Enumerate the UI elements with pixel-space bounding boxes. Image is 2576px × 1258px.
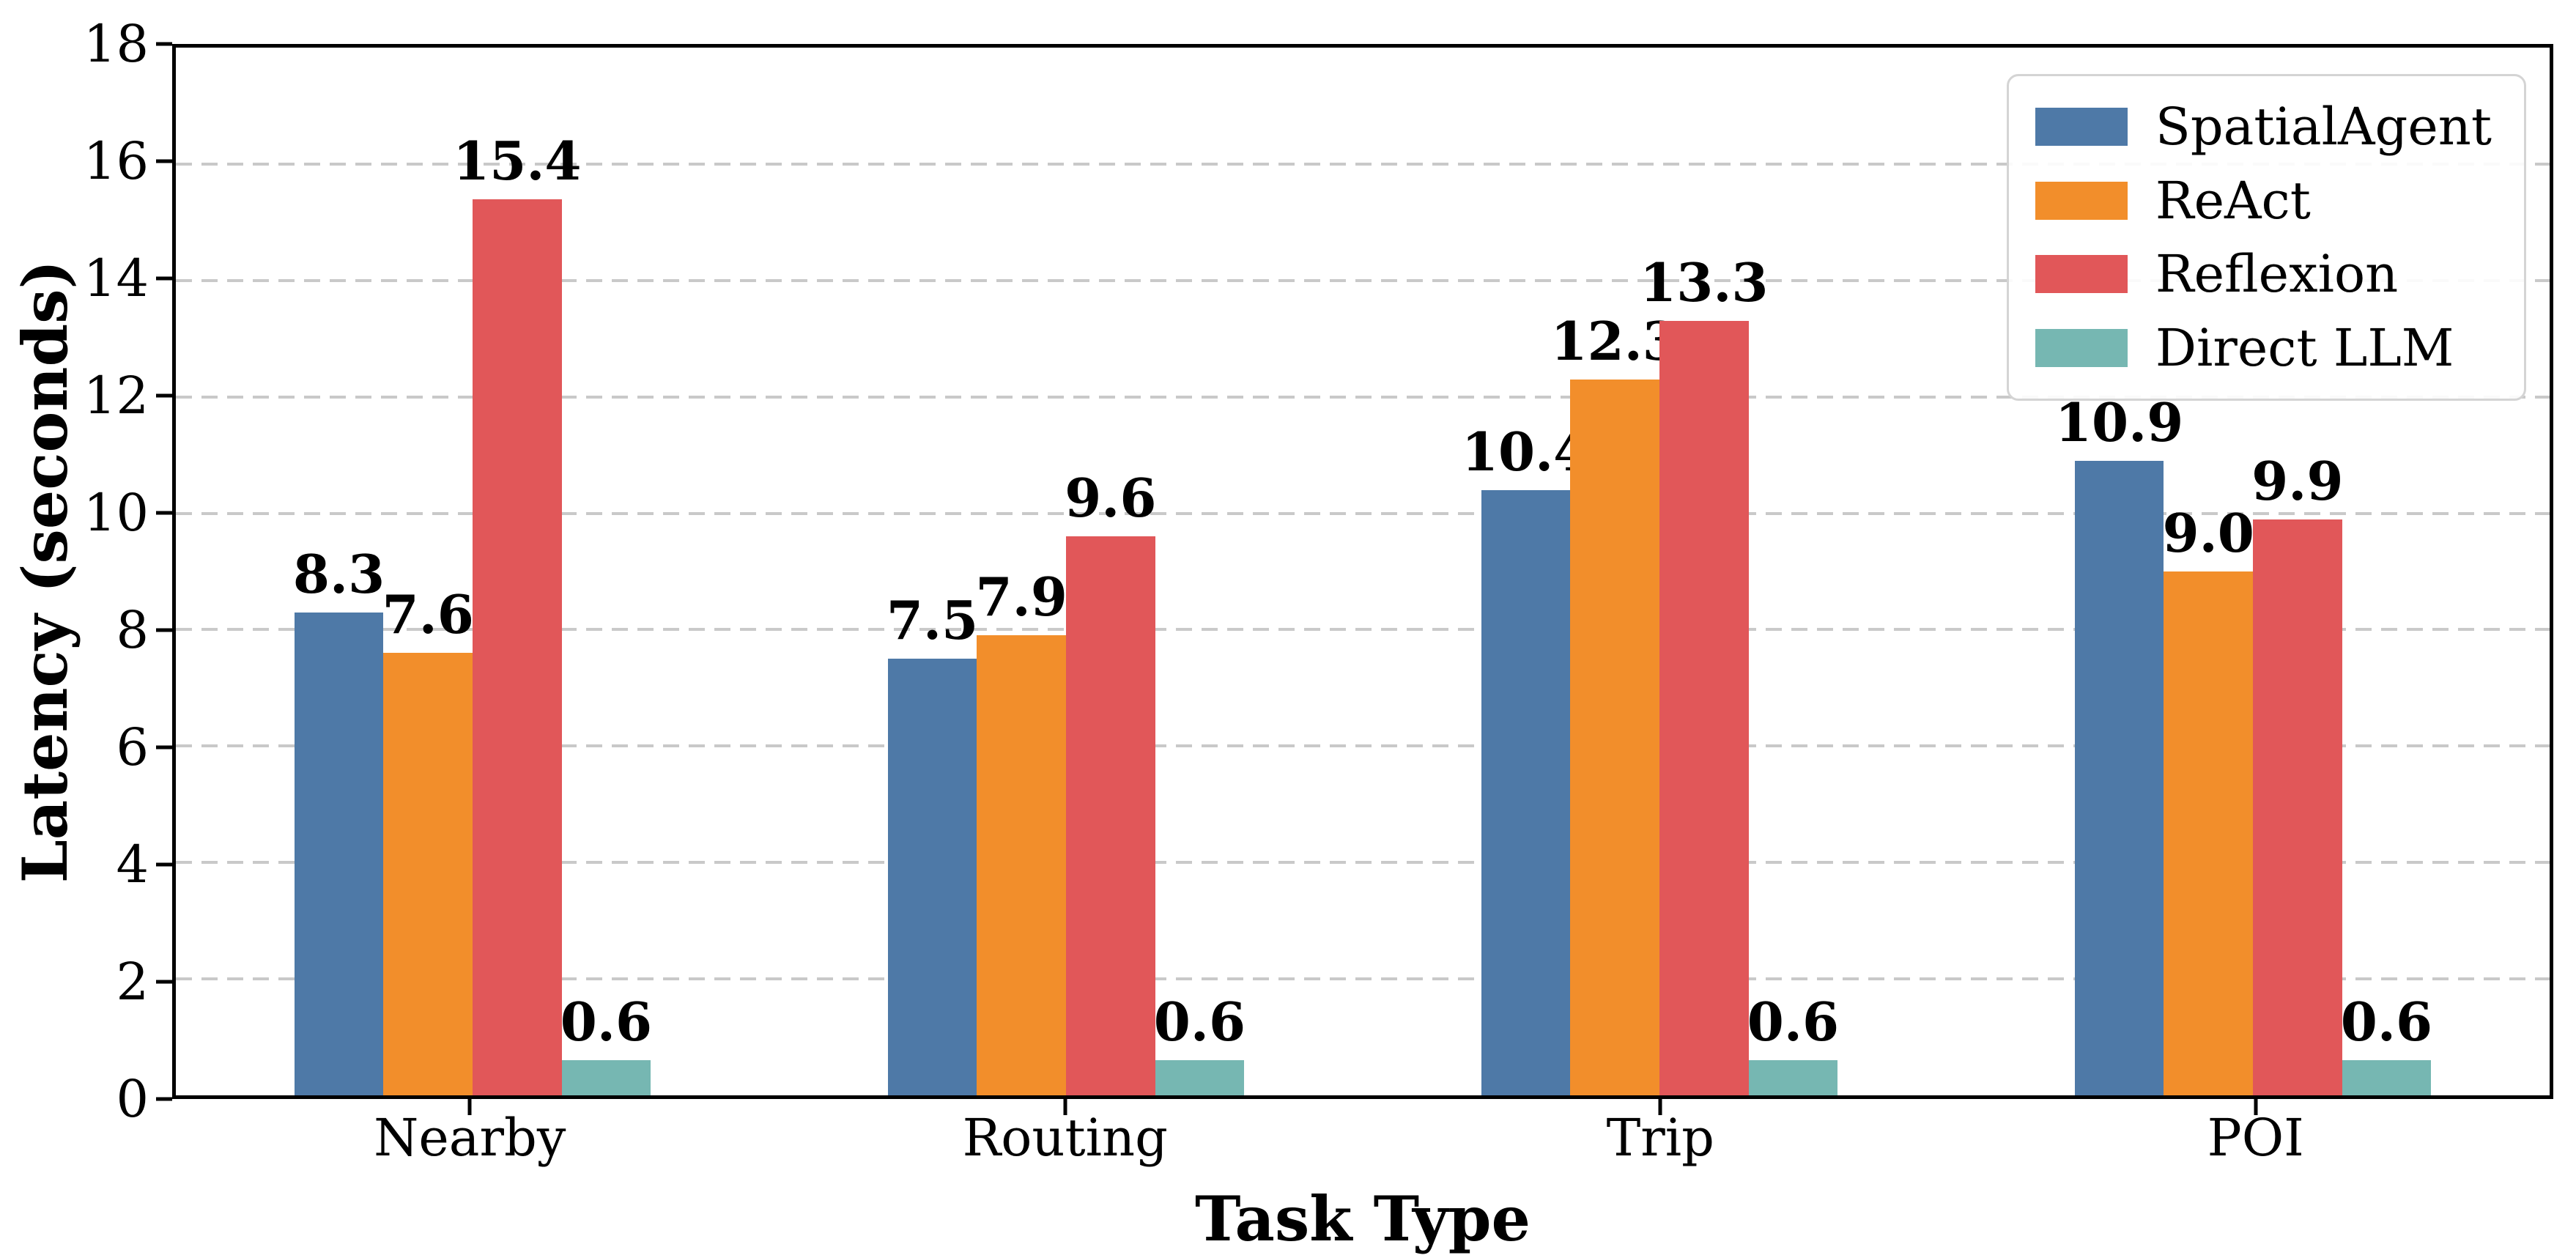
bar-value-label: 0.6: [560, 991, 653, 1054]
bar: [1570, 379, 1659, 1095]
bar: [887, 659, 977, 1095]
bar-value-label: 12.3: [1550, 309, 1679, 372]
y-tick-label: 4: [116, 835, 149, 895]
y-tick-label: 12: [83, 366, 149, 426]
bar: [294, 612, 384, 1095]
x-tick-label: Nearby: [374, 1108, 566, 1168]
bar: [473, 199, 562, 1095]
x-tick-mark: [467, 1099, 472, 1115]
y-tick-label: 14: [83, 248, 149, 308]
legend-label: ReAct: [2155, 170, 2311, 231]
bar-value-label: 7.6: [382, 583, 474, 646]
legend: SpatialAgent ReAct Reflexion Direct LLM: [2006, 74, 2526, 402]
bar-value-label: 7.9: [975, 566, 1067, 629]
bar: [1481, 489, 1571, 1095]
bar-value-label: 13.3: [1640, 251, 1769, 314]
legend-swatch: [2035, 181, 2128, 220]
bar: [383, 653, 473, 1095]
y-tick-mark: [156, 159, 172, 163]
bar-value-label: 0.6: [2340, 991, 2433, 1054]
x-tick-label: POI: [2207, 1108, 2304, 1168]
y-tick-mark: [156, 276, 172, 281]
y-tick-mark: [156, 628, 172, 632]
legend-label: Direct LLM: [2155, 317, 2454, 378]
y-tick-mark: [156, 1097, 172, 1101]
bar-value-label: 8.3: [292, 542, 385, 605]
y-tick-mark: [156, 511, 172, 515]
bar: [1066, 536, 1155, 1095]
y-tick-label: 10: [83, 483, 149, 543]
bar: [977, 635, 1066, 1095]
bar-value-label: 0.6: [1747, 991, 1840, 1054]
bar: [2164, 571, 2253, 1095]
y-tick-mark: [156, 393, 172, 398]
y-tick-label: 2: [116, 952, 149, 1012]
y-tick-mark: [156, 42, 172, 46]
bar-value-label: 10.9: [2054, 391, 2184, 454]
gridline: [176, 162, 2550, 166]
bar: [2253, 519, 2342, 1095]
y-tick-mark: [156, 980, 172, 984]
y-tick-label: 18: [83, 14, 149, 74]
x-tick-mark: [1063, 1099, 1067, 1115]
bar: [1155, 1060, 1245, 1095]
bar: [1748, 1060, 1838, 1095]
legend-label: Reflexion: [2155, 244, 2399, 305]
bar-value-label: 10.4: [1461, 420, 1591, 483]
x-tick-mark: [1658, 1099, 1662, 1115]
bar: [2342, 1060, 2432, 1095]
y-tick-mark: [156, 862, 172, 867]
bar-value-label: 9.0: [2162, 502, 2254, 564]
legend-item: Reflexion: [2035, 244, 2492, 305]
y-tick-label: 16: [83, 131, 149, 191]
bar-value-label: 15.4: [453, 129, 582, 192]
y-tick-label: 0: [116, 1069, 149, 1129]
gridline: [176, 395, 2550, 399]
gridline: [176, 628, 2550, 632]
y-axis-title: Latency (seconds): [9, 259, 81, 884]
bar-value-label: 0.6: [1153, 991, 1246, 1054]
bar-value-label: 7.5: [886, 589, 979, 652]
legend-label: SpatialAgent: [2155, 97, 2492, 157]
x-tick-mark: [2254, 1099, 2258, 1115]
x-tick-label: Routing: [962, 1108, 1168, 1168]
bar: [561, 1060, 651, 1095]
legend-item: ReAct: [2035, 171, 2492, 232]
bar-value-label: 9.6: [1065, 467, 1157, 530]
bar: [2074, 461, 2164, 1095]
legend-swatch: [2035, 329, 2128, 368]
bar: [1659, 321, 1749, 1095]
y-tick-label: 6: [116, 717, 149, 777]
plot-area: 8.3 7.5 10.4 10.9 7.6 7.9 12.3 9.0 15.4 9.6 13.3 9.…: [172, 44, 2553, 1099]
legend-item: SpatialAgent: [2035, 97, 2492, 158]
y-tick-mark: [156, 745, 172, 750]
bar-value-label: 9.9: [2251, 449, 2344, 512]
y-tick-label: 8: [116, 600, 149, 660]
gridline: [176, 278, 2550, 282]
gridline: [176, 511, 2550, 515]
gridline: [176, 744, 2550, 748]
x-axis-title: Task Type: [1195, 1183, 1531, 1255]
gridline: [176, 977, 2550, 981]
legend-swatch: [2035, 255, 2128, 294]
x-tick-label: Trip: [1606, 1108, 1714, 1168]
legend-item: Direct LLM: [2035, 318, 2492, 379]
legend-swatch: [2035, 108, 2128, 147]
gridline: [176, 861, 2550, 865]
